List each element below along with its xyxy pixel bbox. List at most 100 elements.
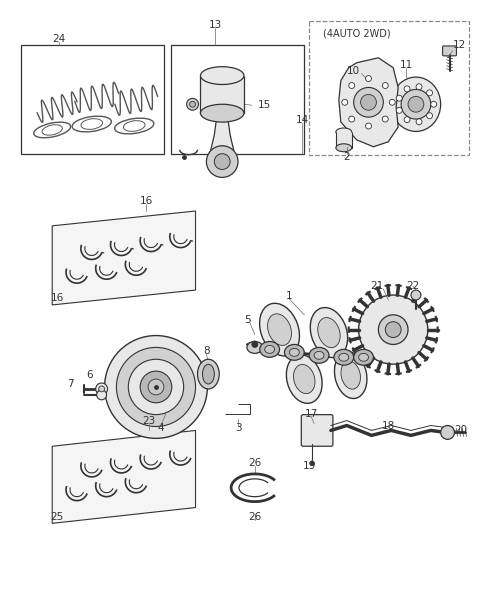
Circle shape — [349, 83, 355, 89]
Circle shape — [366, 76, 372, 82]
Ellipse shape — [391, 77, 441, 131]
Circle shape — [408, 96, 424, 112]
FancyBboxPatch shape — [443, 46, 456, 56]
Circle shape — [382, 83, 388, 89]
Polygon shape — [52, 430, 195, 524]
Circle shape — [140, 371, 172, 403]
Text: 6: 6 — [86, 370, 93, 380]
Text: 10: 10 — [347, 65, 360, 76]
Text: 4: 4 — [157, 424, 164, 434]
Circle shape — [416, 84, 422, 90]
Circle shape — [96, 383, 108, 395]
Circle shape — [214, 154, 230, 170]
Circle shape — [427, 112, 432, 118]
Circle shape — [190, 101, 195, 107]
Circle shape — [105, 336, 207, 439]
Text: 19: 19 — [302, 461, 316, 471]
Ellipse shape — [336, 128, 352, 136]
Text: 22: 22 — [407, 281, 420, 291]
Ellipse shape — [201, 67, 244, 84]
Text: 15: 15 — [258, 100, 271, 110]
Text: 14: 14 — [296, 115, 309, 125]
Circle shape — [396, 95, 402, 101]
Text: 3: 3 — [235, 424, 241, 434]
Ellipse shape — [287, 355, 322, 403]
Ellipse shape — [260, 342, 279, 358]
Ellipse shape — [310, 308, 348, 358]
Ellipse shape — [289, 349, 300, 356]
Circle shape — [117, 347, 195, 427]
Circle shape — [411, 290, 421, 300]
Circle shape — [366, 123, 372, 129]
Circle shape — [385, 322, 401, 337]
Polygon shape — [201, 76, 244, 113]
Ellipse shape — [247, 342, 263, 353]
Bar — [21, 45, 164, 154]
Ellipse shape — [197, 359, 219, 389]
Circle shape — [431, 101, 437, 107]
Circle shape — [187, 98, 199, 110]
Ellipse shape — [201, 104, 244, 122]
Circle shape — [416, 119, 422, 125]
Text: 20: 20 — [454, 425, 467, 436]
Bar — [171, 45, 304, 154]
Polygon shape — [210, 113, 234, 152]
Ellipse shape — [359, 353, 369, 361]
Circle shape — [359, 295, 428, 364]
Text: 1: 1 — [286, 291, 293, 301]
Circle shape — [441, 425, 455, 439]
Circle shape — [252, 342, 258, 347]
Circle shape — [404, 117, 410, 123]
FancyBboxPatch shape — [301, 415, 333, 446]
Circle shape — [148, 379, 164, 395]
Polygon shape — [339, 58, 398, 147]
Ellipse shape — [42, 125, 62, 135]
Circle shape — [342, 99, 348, 105]
Ellipse shape — [354, 349, 373, 365]
Polygon shape — [336, 132, 352, 148]
Text: (4AUTO 2WD): (4AUTO 2WD) — [323, 28, 390, 38]
Ellipse shape — [335, 352, 367, 399]
Ellipse shape — [314, 352, 324, 359]
Text: 23: 23 — [143, 415, 156, 425]
Text: 26: 26 — [248, 512, 262, 522]
Circle shape — [401, 89, 431, 119]
Text: 13: 13 — [209, 20, 222, 30]
Ellipse shape — [336, 144, 352, 152]
Circle shape — [128, 359, 184, 415]
Ellipse shape — [293, 365, 315, 394]
Text: 11: 11 — [399, 60, 413, 70]
Circle shape — [389, 99, 395, 105]
Text: 5: 5 — [245, 315, 251, 325]
Text: 24: 24 — [52, 34, 66, 44]
Text: 17: 17 — [304, 409, 318, 419]
Circle shape — [206, 146, 238, 177]
Text: 12: 12 — [453, 40, 466, 50]
Circle shape — [382, 116, 388, 122]
Text: 18: 18 — [382, 421, 395, 431]
Text: 2: 2 — [343, 152, 350, 162]
Text: 8: 8 — [203, 346, 210, 356]
Circle shape — [378, 315, 408, 345]
Ellipse shape — [341, 361, 360, 389]
Ellipse shape — [285, 345, 304, 360]
Ellipse shape — [318, 318, 340, 347]
Text: 16: 16 — [50, 293, 64, 303]
Polygon shape — [52, 211, 195, 305]
Ellipse shape — [339, 353, 349, 361]
Ellipse shape — [264, 346, 275, 353]
Ellipse shape — [267, 314, 291, 346]
Circle shape — [99, 386, 105, 392]
Ellipse shape — [260, 303, 300, 356]
Text: 25: 25 — [50, 512, 64, 522]
Circle shape — [360, 95, 376, 110]
Text: 7: 7 — [67, 379, 73, 389]
Bar — [309, 21, 469, 155]
Circle shape — [354, 87, 384, 117]
Ellipse shape — [203, 364, 214, 384]
Ellipse shape — [81, 118, 103, 129]
Ellipse shape — [123, 121, 145, 131]
Text: 26: 26 — [248, 458, 262, 468]
Ellipse shape — [334, 349, 354, 365]
Text: 16: 16 — [140, 196, 153, 206]
